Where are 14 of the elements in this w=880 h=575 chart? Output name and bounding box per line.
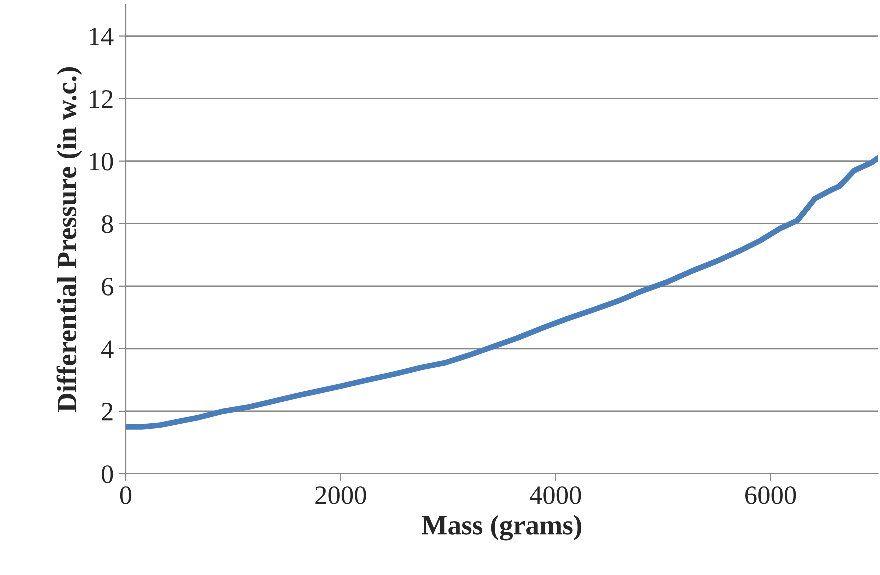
- y-tick-label: 10: [90, 152, 114, 171]
- y-tick-label: 12: [90, 90, 113, 108]
- x-tick-label: 4000: [530, 486, 582, 504]
- y-tick-label: 4: [102, 340, 114, 358]
- y-tick-label: 8: [102, 215, 114, 234]
- y-axis-title: Differential Pressure (in w.c.): [56, 68, 82, 412]
- x-tick-label: 2000: [316, 486, 366, 504]
- y-tick-label: 2: [102, 403, 113, 421]
- x-axis-title: Mass (grams): [422, 515, 582, 541]
- x-tick-label: 0: [120, 486, 132, 504]
- x-tick-label: 6000: [746, 486, 796, 504]
- y-tick-label: 0: [102, 466, 114, 484]
- y-tick-label: 6: [102, 278, 114, 296]
- y-tick-label: 14: [90, 28, 114, 46]
